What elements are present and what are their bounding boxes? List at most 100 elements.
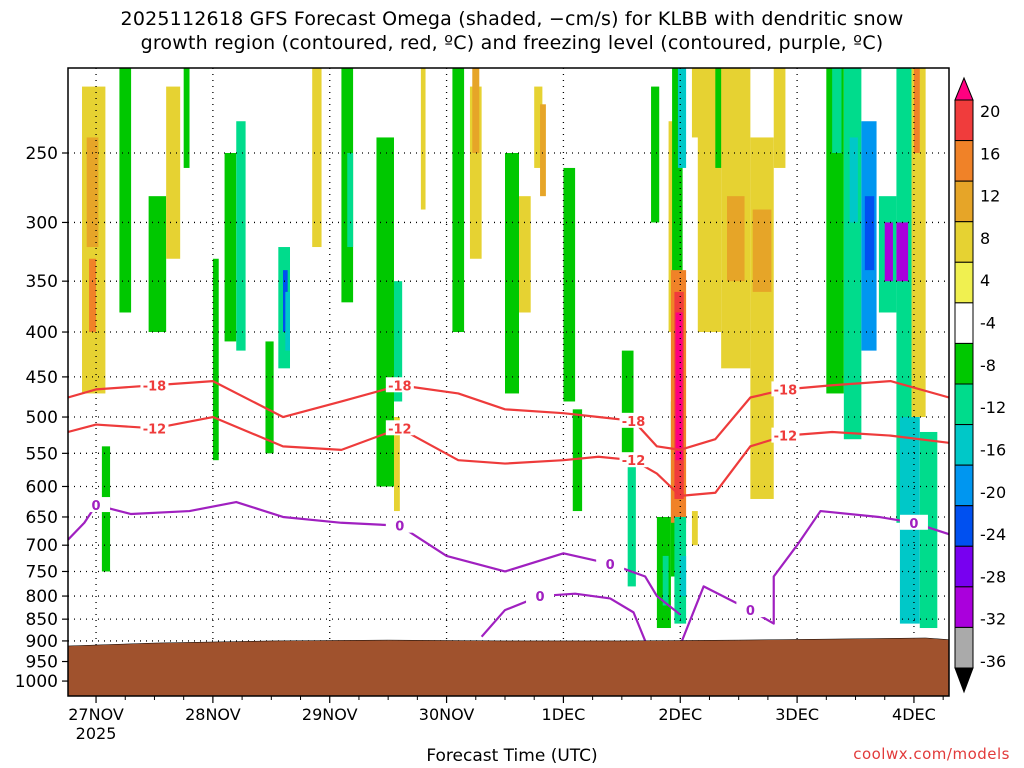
colorbar-label: 20 (980, 102, 1000, 121)
omega-cell (832, 68, 842, 153)
omega-cell (393, 281, 403, 402)
colorbar-label: -8 (980, 356, 996, 375)
omega-cell (504, 152, 520, 394)
omega-cell (236, 121, 246, 351)
omega-cell (285, 291, 291, 351)
colorbar-swatch (954, 140, 974, 182)
colorbar-label: 12 (980, 187, 1000, 206)
contour-freezing_0_upper (68, 500, 681, 616)
omega-cell (119, 68, 132, 313)
contours: -12 -12 -12 -12 -18 -18 -18 -18 0 0 0 0 0 0 (68, 377, 949, 646)
y-tick-label: 550 (26, 444, 58, 464)
x-tick-label: 30NOV (419, 705, 475, 724)
omega-cell (773, 68, 786, 168)
x-year-label: 2025 (76, 724, 117, 743)
omega-cell (913, 68, 920, 153)
omega-cell (312, 68, 322, 248)
omega-cell (376, 137, 394, 487)
chart-title-line2: growth region (contoured, red, ºC) and f… (140, 32, 884, 54)
omega-cell (166, 86, 181, 259)
colorbar-label: -4 (980, 314, 996, 333)
contour-dgz_-12 (68, 415, 949, 497)
y-tick-label: 900 (26, 632, 58, 652)
colorbar-label: -16 (980, 440, 1006, 459)
colorbar-swatch (954, 626, 974, 669)
contour-label-bg (385, 517, 414, 533)
colorbar-swatch (954, 505, 974, 547)
colorbar-swatch (954, 99, 974, 142)
contour-label-bg (385, 377, 414, 393)
x-tick-label: 27NOV (68, 705, 124, 724)
omega-cell (896, 222, 909, 282)
colorbar-swatch (954, 302, 974, 344)
contour-label-bg (140, 377, 169, 393)
omega-cell (911, 68, 926, 418)
omega-cell (89, 258, 97, 333)
colorbar: 20 16 12 8 4 -4 -8 -12 -16 -20 -24 -28 -32 -36 (954, 76, 1006, 694)
plot-frame (67, 67, 950, 697)
contour-label: -12 (143, 422, 167, 437)
terrain-area (68, 637, 949, 696)
colorbar-label: 16 (980, 144, 1000, 163)
omega-cell (662, 555, 669, 606)
contour-label: -18 (622, 415, 646, 430)
credit-link[interactable]: coolwx.com/models (853, 745, 1010, 763)
omega-cell (726, 196, 745, 282)
y-tick-label: 750 (26, 562, 58, 582)
omega-cell (469, 86, 482, 259)
omega-cell (347, 152, 354, 248)
x-tick-label: 29NOV (302, 705, 358, 724)
colorbar-swatch (954, 424, 974, 466)
contour-label-bg (771, 427, 800, 443)
contour-label: 0 (606, 558, 615, 573)
contour-label-bg (619, 412, 648, 428)
omega-cell (691, 511, 698, 546)
contour-label-bg (385, 420, 414, 436)
colorbar-label: -32 (980, 610, 1006, 629)
omega-cell (563, 167, 576, 402)
x-tick-label: 1DEC (542, 705, 586, 724)
omega-cell (677, 68, 687, 168)
y-tick-label: 700 (26, 536, 58, 556)
contour-label-bg (771, 381, 800, 397)
colorbar-top-arrow (954, 76, 974, 101)
contour-label: 0 (536, 590, 545, 605)
contour-label-bg (140, 420, 169, 436)
contour-label-bg (526, 588, 555, 604)
omega-cell (452, 68, 465, 333)
omega-cell (627, 460, 636, 587)
contour-label: 0 (395, 520, 404, 535)
y-tick-label: 300 (26, 213, 58, 233)
x-tick-label: 3DEC (775, 705, 819, 724)
colorbar-swatch (954, 180, 974, 223)
colorbar-label: -28 (980, 567, 1006, 586)
colorbar-swatch (954, 464, 974, 507)
colorbar-swatch (954, 221, 974, 263)
omega-cell (752, 209, 772, 292)
y-tick-label: 350 (26, 272, 58, 292)
contour-label: 0 (746, 604, 755, 619)
contour-label: -12 (774, 430, 798, 445)
y-tick-label: 850 (26, 610, 58, 630)
colorbar-swatch (954, 586, 974, 628)
omega-cell (393, 417, 400, 512)
contour-label-bg (82, 497, 111, 513)
colorbar-swatch (954, 342, 974, 385)
y-tick-label: 950 (26, 653, 58, 673)
omega-cell (621, 350, 634, 461)
contour-label-bg (736, 602, 765, 618)
contour-freezing_0_east (679, 509, 949, 646)
contour-freezing_0_lower (480, 592, 647, 642)
omega-cell (265, 341, 274, 454)
colorbar-label: -20 (980, 483, 1006, 502)
omega-cell (715, 68, 725, 168)
x-tick-label: 28NOV (185, 705, 241, 724)
omega-cell (864, 196, 875, 271)
omega-cell (672, 68, 683, 282)
omega-cell (896, 68, 912, 523)
omega-cell (212, 258, 219, 461)
omega-cell (651, 86, 660, 223)
x-tick-label: 4DEC (892, 705, 936, 724)
contour-label: -12 (388, 422, 412, 437)
